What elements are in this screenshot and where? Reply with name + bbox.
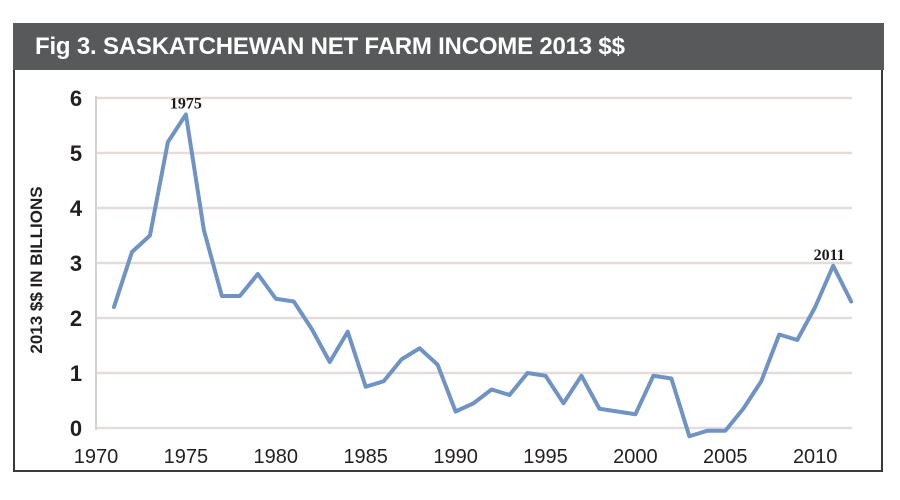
income-series-line	[111, 112, 854, 439]
y-tick-label: 3	[70, 251, 82, 276]
y-axis-ticks: 0 1 2 3 4 5 6	[70, 86, 83, 441]
x-tick-label: 1985	[343, 446, 388, 468]
x-tick-label: 2010	[793, 446, 838, 468]
x-tick-label: 1990	[433, 446, 478, 468]
x-tick-label: 1980	[254, 446, 299, 468]
peak-annotation: 1975	[170, 96, 202, 113]
y-tick-label: 5	[70, 141, 82, 166]
y-tick-label: 4	[70, 196, 83, 221]
x-tick-label: 2005	[703, 446, 748, 468]
y-tick-label: 6	[70, 86, 82, 111]
x-tick-label: 2000	[613, 446, 658, 468]
gridlines	[96, 96, 852, 430]
y-tick-label: 1	[70, 361, 82, 386]
y-tick-label: 0	[70, 416, 82, 441]
x-tick-label: 1970	[74, 446, 119, 468]
x-tick-label: 1975	[164, 446, 209, 468]
peak-annotation: 2011	[814, 247, 845, 264]
figure-title: Fig 3. SASKATCHEWAN NET FARM INCOME 2013…	[13, 23, 884, 70]
x-tick-label: 1995	[523, 446, 568, 468]
y-tick-label: 2	[70, 306, 82, 331]
x-axis-ticks: 1970 1975 1980 1985 1990 1995 2000 2005 2010	[74, 446, 838, 468]
annotations: 1975 2011	[170, 96, 845, 264]
